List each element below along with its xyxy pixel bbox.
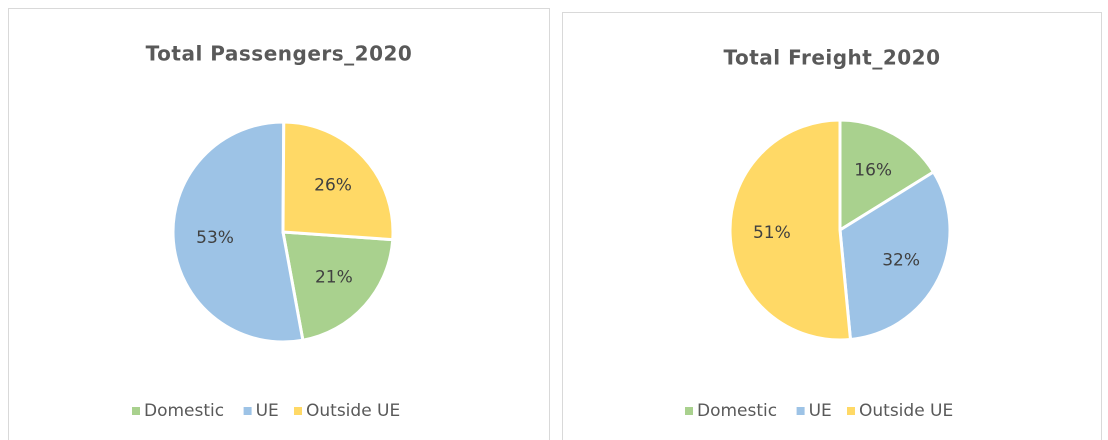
legend-label: Domestic — [697, 401, 777, 421]
data-label: 32% — [882, 250, 920, 270]
data-label: 51% — [753, 223, 791, 243]
legend-swatch — [243, 407, 252, 415]
data-label: 16% — [854, 160, 892, 180]
legend-label: Outside UE — [306, 401, 400, 421]
pie-slice — [838, 118, 936, 233]
data-label: 53% — [196, 228, 234, 248]
legend-swatch — [294, 407, 302, 415]
legend-label: Domestic — [144, 401, 224, 421]
legend-swatch — [685, 407, 693, 415]
legend-swatch — [132, 407, 140, 415]
pie-slice — [838, 169, 952, 342]
legend-label: UE — [256, 401, 279, 421]
chart-title: Total Freight_2020 — [723, 46, 940, 70]
legend-label: UE — [809, 401, 832, 421]
pie-slice — [171, 120, 305, 344]
legend-label: Outside UE — [859, 401, 953, 421]
data-label: 21% — [315, 267, 353, 287]
chart: Total Freight_2020 16% 32% 51% Domestic UE Out… — [562, 12, 1102, 440]
pie-slice — [281, 120, 395, 242]
legend-swatch — [796, 407, 805, 415]
legend-swatch — [847, 407, 855, 415]
chart-title: Total Passengers_2020 — [146, 42, 413, 66]
chart: Total Passengers_2020 21% 53% 26% Domestic UE… — [8, 8, 550, 440]
pie-slice — [728, 118, 853, 342]
data-label: 26% — [314, 176, 352, 196]
pie-slice — [281, 230, 395, 342]
